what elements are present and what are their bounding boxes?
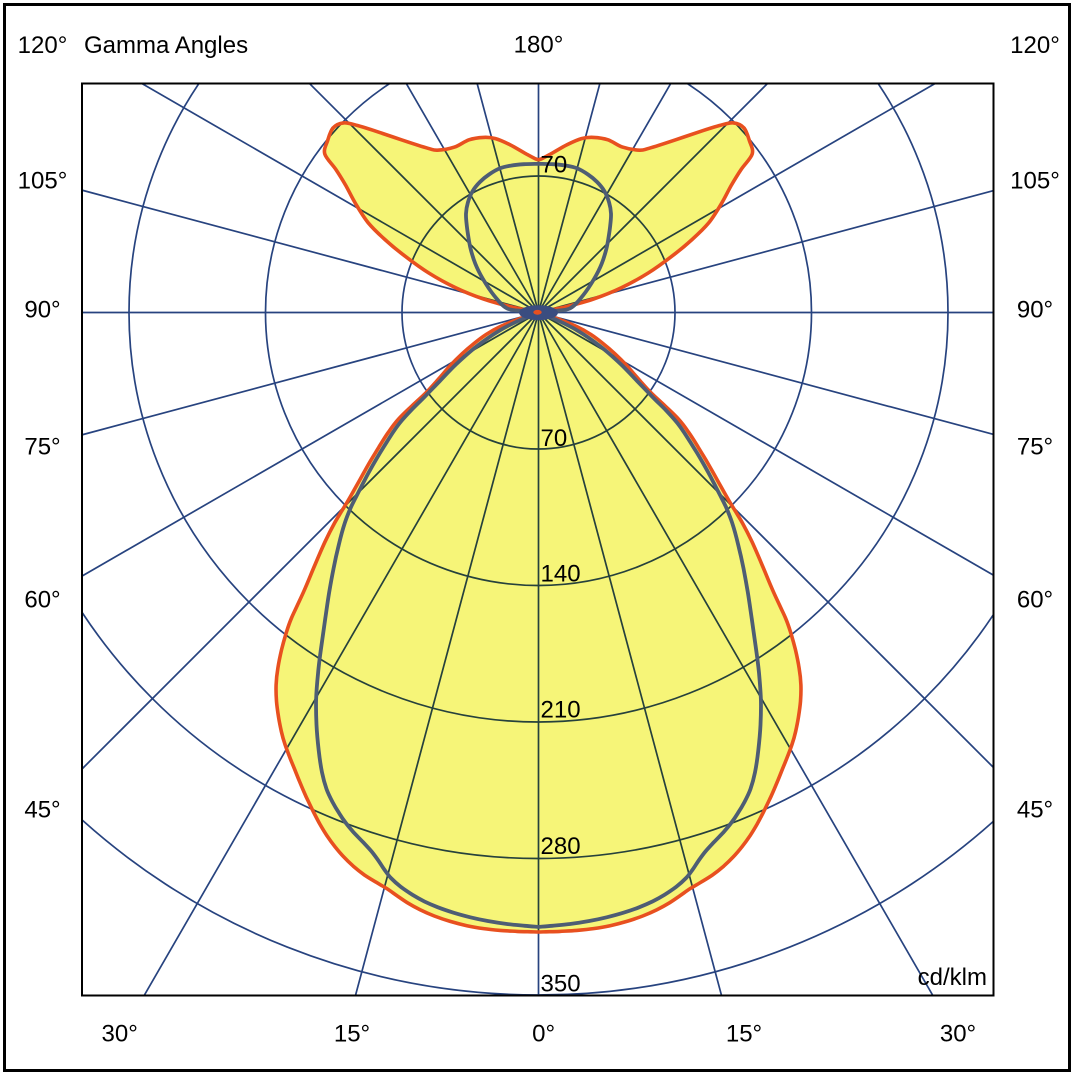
svg-text:0°: 0° [532,1021,555,1048]
svg-text:90°: 90° [24,297,60,324]
svg-text:75°: 75° [24,433,60,460]
svg-text:75°: 75° [1017,433,1053,460]
svg-text:350: 350 [541,971,581,998]
svg-text:105°: 105° [1010,168,1060,195]
svg-text:120°: 120° [18,32,68,59]
svg-text:280: 280 [541,833,581,860]
svg-text:70: 70 [541,151,568,178]
svg-text:15°: 15° [334,1021,370,1048]
svg-text:120°: 120° [1010,32,1060,59]
svg-text:30°: 30° [940,1021,976,1048]
svg-text:Gamma Angles: Gamma Angles [84,32,248,59]
svg-text:30°: 30° [102,1021,138,1048]
svg-text:15°: 15° [726,1021,762,1048]
svg-text:140: 140 [541,561,581,588]
svg-text:210: 210 [541,697,581,724]
svg-text:70: 70 [541,425,568,452]
svg-text:cd/klm: cd/klm [918,964,987,991]
svg-text:45°: 45° [1017,796,1053,823]
svg-text:45°: 45° [24,796,60,823]
svg-text:90°: 90° [1017,297,1053,324]
svg-text:60°: 60° [1017,587,1053,614]
svg-text:105°: 105° [18,168,68,195]
svg-text:180°: 180° [514,32,564,59]
svg-text:60°: 60° [24,587,60,614]
